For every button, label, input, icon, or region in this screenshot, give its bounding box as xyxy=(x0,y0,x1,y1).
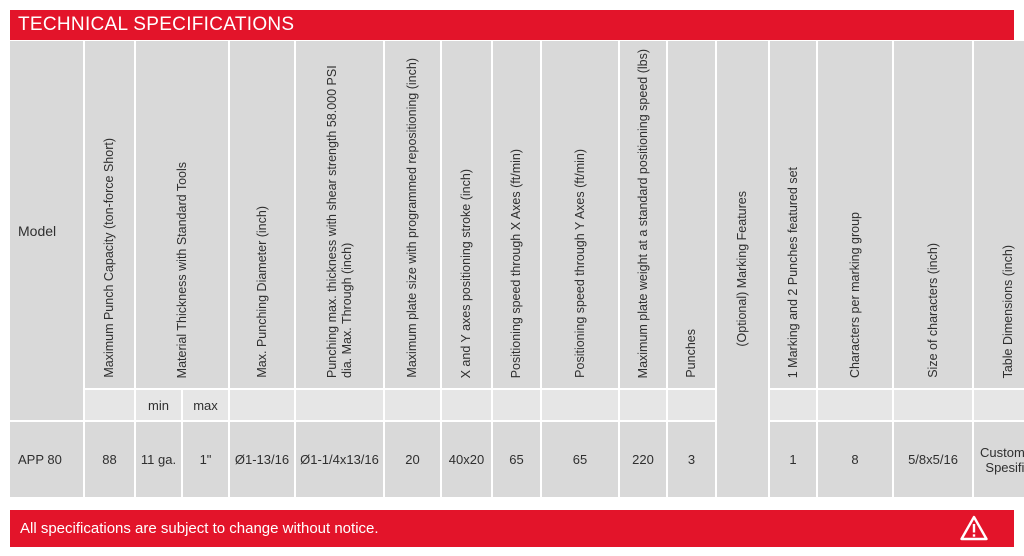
header-plate-weight: Maximum plate weight at a standard posit… xyxy=(620,41,666,388)
header-speed-x: Positioning speed through X Axes (ft/min… xyxy=(493,41,540,388)
cell-plate-weight: 220 xyxy=(620,422,666,497)
header-punching-diameter: Max. Punching Diameter (inch) xyxy=(230,41,294,388)
cell-char-size: 5/8x5/16 xyxy=(894,422,972,497)
spec-table: Model Maximum Punch Capacity (ton-force … xyxy=(10,41,1024,497)
cell-speed-x: 65 xyxy=(493,422,540,497)
subheader-empty xyxy=(770,390,816,420)
cell-model: APP 80 xyxy=(10,422,83,497)
cell-punches: 3 xyxy=(668,422,715,497)
subheader-min: min xyxy=(136,390,181,420)
cell-xy-stroke: 40x20 xyxy=(442,422,491,497)
cell-thickness-max: 1" xyxy=(183,422,228,497)
header-material-thickness: Material Thickness with Standard Tools xyxy=(136,41,228,388)
header-char-size: Size of characters (inch) xyxy=(894,41,972,388)
subheader-empty xyxy=(85,390,134,420)
subheader-empty xyxy=(620,390,666,420)
footer-notice-bar: All specifications are subject to change… xyxy=(10,510,1014,547)
header-punching-max-thickness: Punching max. thickness with shear stren… xyxy=(296,41,383,388)
subheader-empty xyxy=(818,390,892,420)
header-xy-stroke: X and Y axes positioning stroke (inch) xyxy=(442,41,491,388)
cell-punching-diameter: Ø1-13/16 xyxy=(230,422,294,497)
cell-marking-set: 1 xyxy=(770,422,816,497)
header-punch-capacity: Maximum Punch Capacity (ton-force Short) xyxy=(85,41,134,388)
subheader-max: max xyxy=(183,390,228,420)
subheader-empty xyxy=(296,390,383,420)
subheader-empty xyxy=(542,390,618,420)
header-max-plate-size: Maximum plate size with programmed repos… xyxy=(385,41,440,388)
subheader-empty xyxy=(230,390,294,420)
header-punches: Punches xyxy=(668,41,715,388)
footer-notice-text: All specifications are subject to change… xyxy=(20,520,379,537)
section-title-text: TECHNICAL SPECIFICATIONS xyxy=(18,14,295,35)
subheader-empty xyxy=(668,390,715,420)
subheader-empty xyxy=(974,390,1024,420)
subheader-empty xyxy=(442,390,491,420)
header-chars-per-group: Characters per marking group xyxy=(818,41,892,388)
header-marking-set: 1 Marking and 2 Punches featured set xyxy=(770,41,816,388)
header-speed-y: Positioning speed through Y Axes (ft/min… xyxy=(542,41,618,388)
header-marking-features: (Optional) Marking Features xyxy=(717,41,768,497)
subheader-empty xyxy=(894,390,972,420)
cell-chars-per-group: 8 xyxy=(818,422,892,497)
cell-punching-max-thickness: Ø1-1/4x13/16 xyxy=(296,422,383,497)
cell-max-plate-size: 20 xyxy=(385,422,440,497)
section-title: TECHNICAL SPECIFICATIONS xyxy=(10,10,1014,40)
header-model: Model xyxy=(10,41,83,420)
subheader-empty xyxy=(385,390,440,420)
subheader-empty xyxy=(493,390,540,420)
warning-icon xyxy=(960,515,988,541)
cell-table-dimensions: Customer Spesific xyxy=(974,422,1024,497)
header-table-dimensions: Table Dimensions (inch) xyxy=(974,41,1024,388)
cell-thickness-min: 11 ga. xyxy=(136,422,181,497)
cell-punch-capacity: 88 xyxy=(85,422,134,497)
cell-speed-y: 65 xyxy=(542,422,618,497)
